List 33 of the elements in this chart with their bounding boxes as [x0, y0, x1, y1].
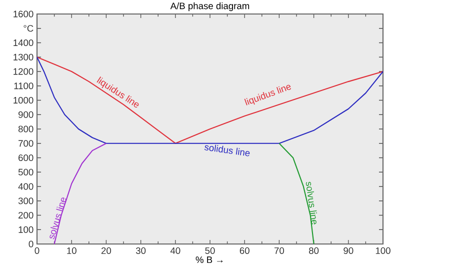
x-tick-label: 90 [344, 247, 354, 254]
y-tick-label: 500 [18, 168, 34, 176]
y-tick-label: 1100 [14, 82, 34, 90]
y-tick-label: 1200 [14, 68, 34, 75]
annotation: liquidus line [244, 84, 291, 106]
x-tick-label: 20 [101, 247, 112, 254]
x-tick-label: 60 [240, 247, 250, 254]
x-tick-label: 40 [170, 247, 180, 254]
y-tick-label: 800 [18, 126, 34, 132]
x-tick-label: 100 [376, 247, 390, 254]
y-tick-label: 700 [18, 140, 34, 147]
annotation: solvus line [306, 182, 317, 224]
annotation: solidus line [204, 144, 250, 156]
y-tick-label: 0 [28, 240, 34, 248]
y-tick-label: 1300 [14, 54, 34, 60]
y-tick-label: 1000 [14, 96, 34, 104]
y-tick-label: 300 [18, 198, 34, 204]
y-tick-label: 1400 [14, 39, 34, 46]
x-tick-label: 10 [67, 247, 76, 254]
y-tick-label: 1600 [14, 10, 34, 18]
x-tick-label: 0 [34, 247, 40, 254]
x-tick-label: 30 [136, 247, 146, 254]
y-tick-label: 200 [18, 212, 34, 219]
x-axis-title: % B → [196, 256, 223, 263]
y-tick-label: °C [24, 25, 34, 32]
y-tick-label: 100 [18, 226, 34, 233]
x-tick-label: 80 [309, 247, 319, 254]
y-tick-label: 400 [18, 183, 34, 190]
x-tick-label: 70 [274, 247, 284, 254]
x-tick-label: 50 [205, 247, 215, 254]
y-tick-label: 600 [18, 154, 34, 162]
y-tick-label: 900 [18, 111, 34, 118]
chart-title: A/B phase diagram [170, 2, 250, 12]
